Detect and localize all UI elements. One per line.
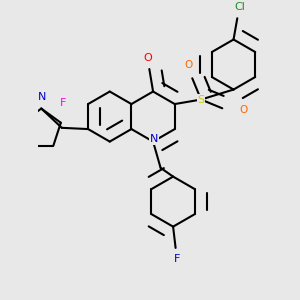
Text: N: N bbox=[38, 92, 47, 102]
Text: Cl: Cl bbox=[234, 2, 245, 12]
Text: O: O bbox=[239, 105, 248, 115]
Text: S: S bbox=[197, 94, 205, 104]
Text: O: O bbox=[144, 53, 152, 63]
Text: F: F bbox=[174, 254, 180, 264]
Text: F: F bbox=[60, 98, 66, 108]
Text: N: N bbox=[150, 134, 158, 144]
Text: O: O bbox=[184, 60, 193, 70]
